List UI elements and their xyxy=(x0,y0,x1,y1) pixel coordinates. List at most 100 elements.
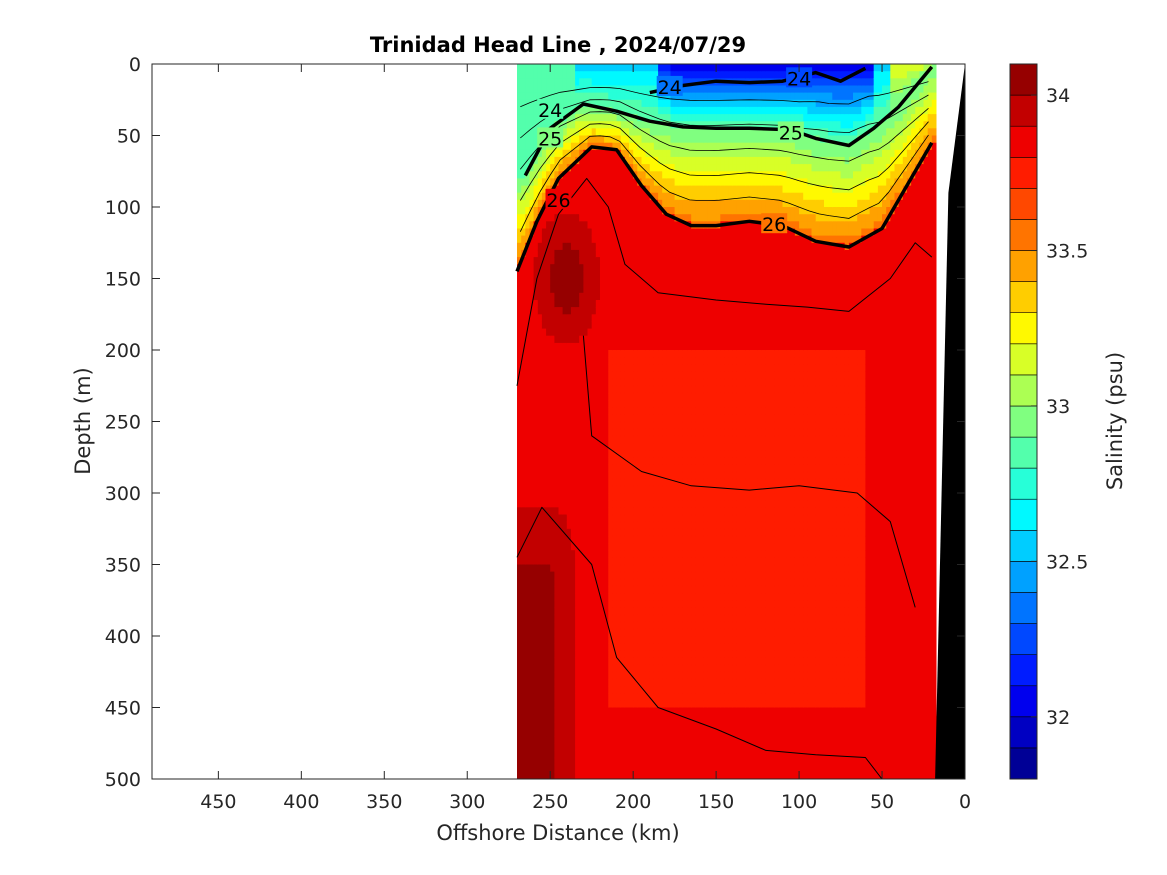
salinity-cell xyxy=(633,707,638,716)
salinity-cell xyxy=(529,721,535,730)
salinity-cell xyxy=(570,750,576,759)
salinity-cell xyxy=(707,178,713,187)
salinity-cell xyxy=(517,121,522,129)
salinity-cell xyxy=(678,106,684,115)
salinity-cell xyxy=(703,600,709,608)
salinity-cell xyxy=(707,207,713,215)
salinity-cell xyxy=(616,307,622,315)
salinity-cell xyxy=(533,185,539,194)
salinity-cell xyxy=(649,628,655,637)
salinity-cell xyxy=(653,121,659,129)
salinity-cell xyxy=(703,493,709,501)
salinity-cell xyxy=(525,571,530,580)
salinity-cell xyxy=(629,285,634,294)
salinity-cell xyxy=(575,300,580,308)
salinity-cell xyxy=(591,707,597,716)
salinity-cell xyxy=(608,543,613,551)
salinity-cell xyxy=(583,543,589,551)
salinity-cell xyxy=(641,707,647,716)
salinity-cell xyxy=(525,149,530,158)
salinity-cell xyxy=(521,729,526,737)
salinity-cell xyxy=(662,714,667,723)
salinity-cell xyxy=(703,614,709,623)
salinity-cell xyxy=(616,185,622,194)
salinity-cell xyxy=(616,485,622,494)
salinity-cell xyxy=(620,92,626,101)
salinity-cell xyxy=(687,371,692,380)
salinity-cell xyxy=(691,593,696,601)
salinity-cell xyxy=(720,535,725,544)
salinity-cell xyxy=(575,364,580,372)
salinity-cell xyxy=(529,307,535,315)
salinity-cell xyxy=(562,650,568,658)
salinity-cell xyxy=(587,192,593,201)
salinity-cell xyxy=(674,664,680,673)
salinity-cell xyxy=(666,671,671,680)
salinity-cell xyxy=(525,199,530,208)
salinity-cell xyxy=(554,650,560,658)
salinity-cell xyxy=(658,714,663,723)
salinity-cell xyxy=(620,314,626,322)
salinity-cell xyxy=(541,278,547,287)
salinity-cell xyxy=(687,485,692,494)
salinity-cell xyxy=(517,71,522,79)
salinity-cell xyxy=(579,357,584,365)
salinity-cell xyxy=(521,328,526,337)
salinity-cell xyxy=(637,192,642,201)
salinity-cell xyxy=(570,307,576,315)
salinity-cell xyxy=(546,285,551,294)
salinity-cell xyxy=(529,192,535,201)
salinity-cell xyxy=(703,700,709,709)
salinity-cell xyxy=(521,278,526,287)
salinity-cell xyxy=(716,135,721,144)
salinity-cell xyxy=(541,192,547,201)
salinity-cell xyxy=(641,214,647,222)
salinity-cell xyxy=(521,485,526,494)
salinity-cell xyxy=(591,743,597,751)
salinity-cell xyxy=(620,228,626,237)
salinity-cell xyxy=(591,578,597,587)
salinity-cell xyxy=(649,121,655,129)
salinity-cell xyxy=(587,657,593,666)
salinity-cell xyxy=(699,257,705,265)
salinity-cell xyxy=(604,478,609,487)
salinity-cell xyxy=(579,192,584,201)
salinity-cell xyxy=(600,700,605,709)
salinity-cell xyxy=(570,350,576,358)
salinity-cell xyxy=(562,121,568,129)
salinity-cell xyxy=(678,385,684,394)
salinity-cell xyxy=(691,392,696,401)
salinity-cell xyxy=(570,64,576,72)
salinity-cell xyxy=(612,350,618,358)
salinity-cell xyxy=(600,578,605,587)
salinity-cell xyxy=(720,671,725,680)
salinity-cell xyxy=(649,249,655,258)
salinity-cell xyxy=(641,156,647,165)
salinity-cell xyxy=(633,285,638,294)
salinity-cell xyxy=(682,514,688,523)
salinity-cell xyxy=(537,664,543,673)
salinity-cell xyxy=(691,421,696,430)
salinity-cell xyxy=(546,328,551,337)
salinity-cell xyxy=(541,614,547,623)
salinity-cell xyxy=(641,535,647,544)
salinity-cell xyxy=(616,207,622,215)
salinity-cell xyxy=(633,757,638,766)
salinity-cell xyxy=(662,314,667,322)
salinity-cell xyxy=(712,257,717,265)
salinity-cell xyxy=(695,564,701,573)
salinity-cell xyxy=(608,307,613,315)
salinity-cell xyxy=(517,493,522,501)
salinity-cell xyxy=(521,392,526,401)
salinity-cell xyxy=(620,292,626,301)
salinity-cell xyxy=(608,478,613,487)
salinity-cell xyxy=(608,643,613,651)
salinity-cell xyxy=(658,643,663,651)
salinity-cell xyxy=(525,621,530,630)
salinity-cell xyxy=(653,314,659,322)
salinity-cell xyxy=(583,278,589,287)
salinity-cell xyxy=(570,614,576,623)
salinity-cell xyxy=(641,585,647,594)
salinity-cell xyxy=(521,307,526,315)
salinity-cell xyxy=(633,550,638,558)
